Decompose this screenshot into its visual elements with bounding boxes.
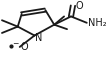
Text: NH₂: NH₂: [88, 18, 106, 28]
Text: −: −: [13, 39, 19, 48]
Text: O: O: [21, 42, 28, 52]
Text: N: N: [35, 33, 42, 43]
Text: O: O: [76, 1, 83, 11]
